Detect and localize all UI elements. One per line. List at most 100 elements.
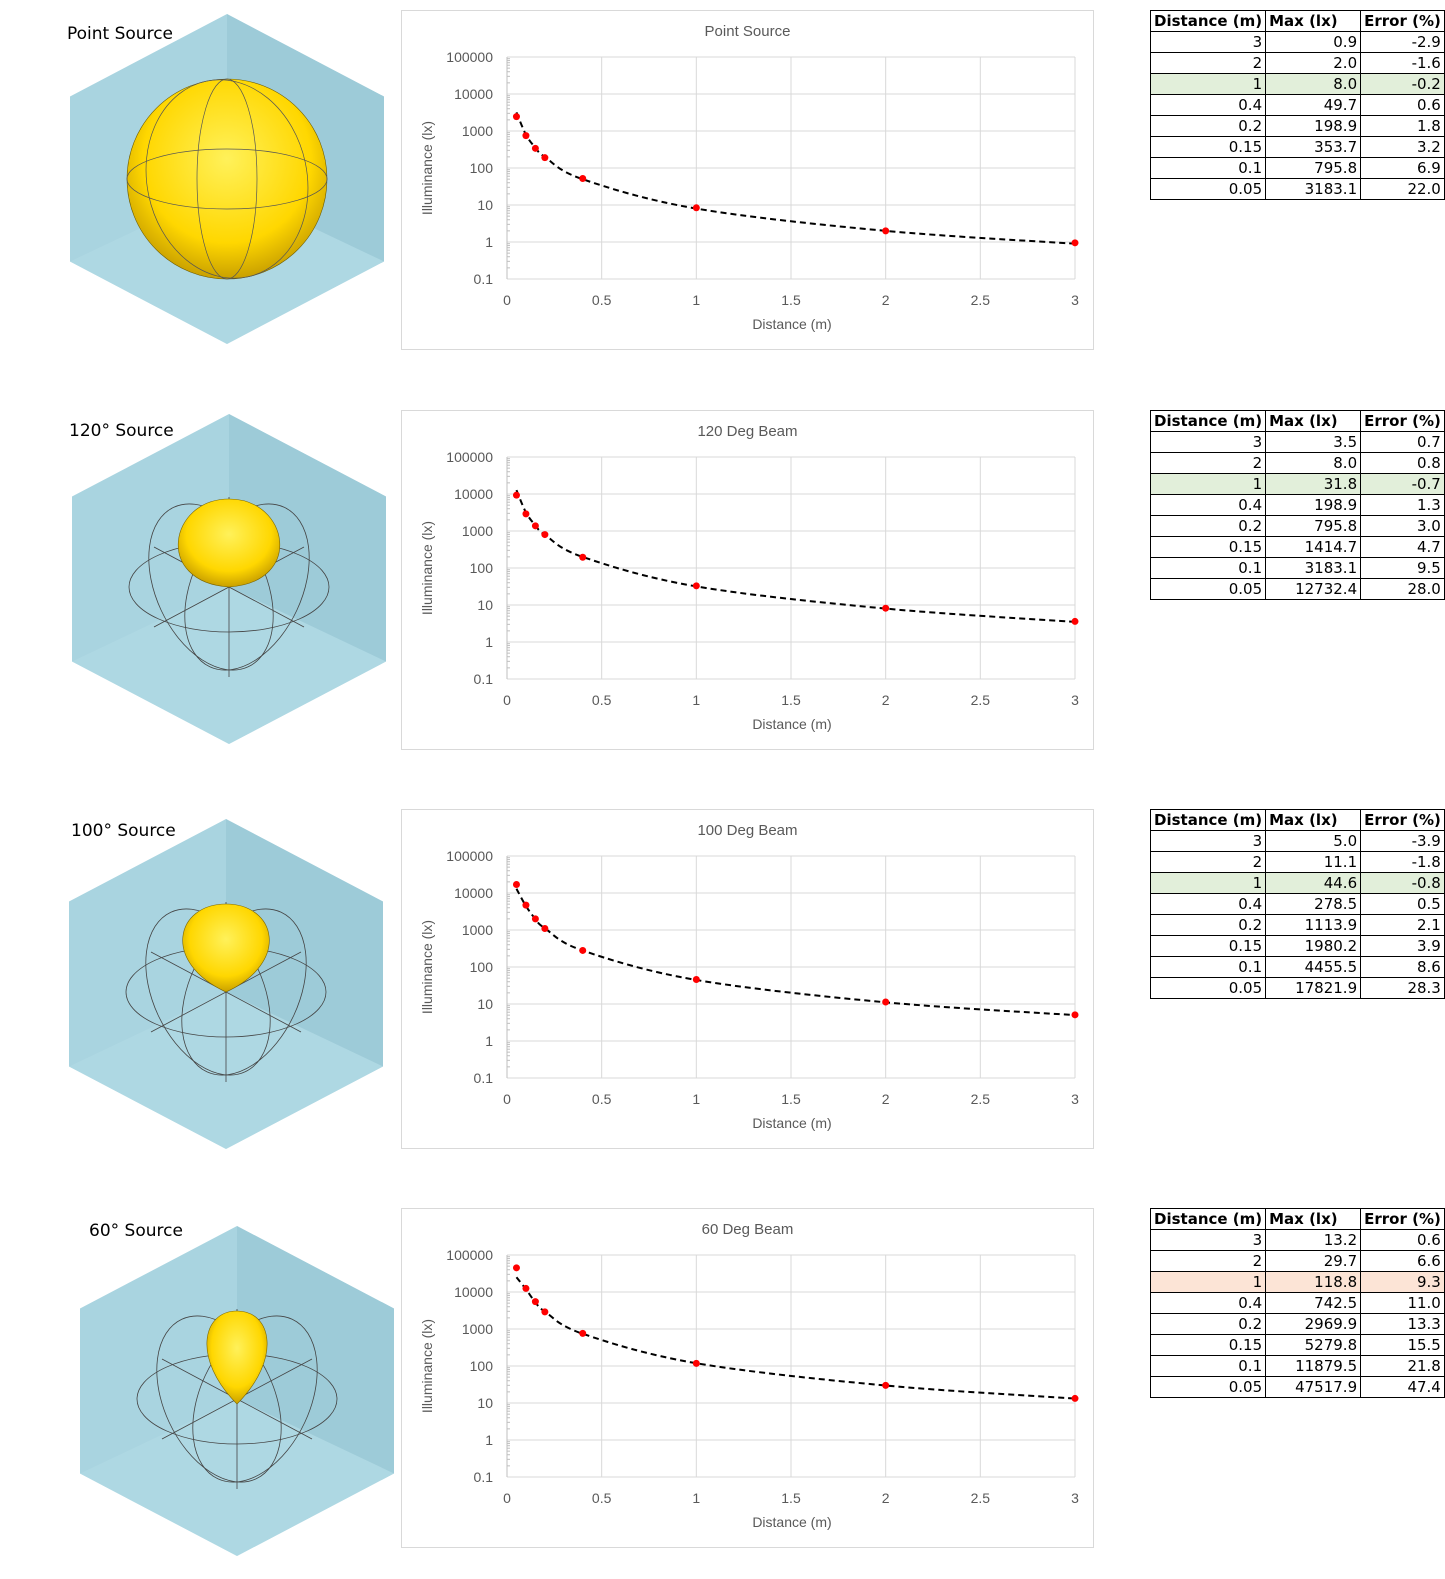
table-row: 1 31.8 -0.7 [1149,473,1445,495]
chart-title: 60 Deg Beam [702,1221,794,1238]
table-cell: 3.9 [1360,935,1445,957]
y-tick-label: 100000 [446,1247,493,1263]
data-point [522,901,530,909]
y-tick-label: 0.1 [474,671,494,687]
table-cell: -1.6 [1360,52,1445,74]
chart-title: 100 Deg Beam [697,822,797,839]
x-tick-label: 0.5 [592,1091,612,1107]
table-cell: -0.7 [1360,473,1445,495]
data-point [541,154,549,162]
table-row: 0.05 12732.4 28.0 [1149,578,1445,600]
results-table: Distance (m) Max (lx) Error (%) 3 0.9 -2.9 2 2.… [1149,10,1445,200]
data-point [692,204,700,212]
x-tick-label: 2 [882,1490,890,1506]
beam-source [177,498,281,588]
table-header-cell: Max (lx) [1265,410,1362,432]
table-header-row: Distance (m) Max (lx) Error (%) [1149,1208,1445,1230]
table-row: 0.15 1414.7 4.7 [1149,536,1445,558]
table-cell: 0.05 [1149,977,1267,999]
source-cube-illustration [70,14,384,344]
table-header-cell: Error (%) [1360,809,1445,831]
table-row: 0.1 11879.5 21.8 [1149,1355,1445,1377]
table-row: 0.15 353.7 3.2 [1149,136,1445,158]
table-cell: 47.4 [1360,1376,1445,1398]
table-cell: 6.6 [1360,1250,1445,1272]
table-cell: 28.0 [1360,578,1445,600]
source-shape [128,497,330,677]
data-point [579,1329,587,1337]
table-cell: 2.0 [1265,52,1362,74]
x-tick-label: 0 [503,1091,511,1107]
x-tick-label: 0 [503,292,511,308]
x-tick-label: 1.5 [781,1490,801,1506]
data-point [692,1359,700,1367]
data-point [522,1284,530,1292]
table-cell: -2.9 [1360,31,1445,53]
trend-line [515,112,1076,245]
x-tick-label: 3 [1071,1490,1079,1506]
beam-source [206,1310,268,1405]
data-point [692,582,700,590]
x-tick-label: 0 [503,1490,511,1506]
table-cell: 5279.8 [1265,1334,1362,1356]
table-cell: 118.8 [1265,1271,1362,1293]
y-tick-label: 1 [485,234,493,250]
x-tick-label: 2.5 [971,292,991,308]
table-cell: 13.2 [1265,1229,1362,1251]
table-row: 1 8.0 -0.2 [1149,73,1445,95]
table-cell: 198.9 [1265,115,1362,137]
polar-ring-a [156,1315,282,1483]
table-cell: 0.05 [1149,1376,1267,1398]
table-cell: 0.8 [1360,452,1445,474]
x-tick-label: 1 [692,1490,700,1506]
table-cell: 0.15 [1149,935,1267,957]
table-cell: -3.9 [1360,830,1445,852]
table-cell: 0.2 [1149,914,1267,936]
table-header-cell: Error (%) [1360,10,1445,32]
chart-panel: 120 Deg Beam 100000 10000 1000 100 10 1 0.1 0 0.5… [401,410,1094,750]
x-axis-label: Distance (m) [752,316,831,332]
table-cell: 49.7 [1265,94,1362,116]
table-cell: 29.7 [1265,1250,1362,1272]
table-row: 1 44.6 -0.8 [1149,872,1445,894]
table-cell: 8.0 [1265,452,1362,474]
table-cell: 0.1 [1149,557,1267,579]
table-row: 2 11.1 -1.8 [1149,851,1445,873]
source-cube-illustration [72,414,386,744]
y-tick-label: 10000 [454,1284,493,1300]
table-cell: 353.7 [1265,136,1362,158]
table-cell: 1113.9 [1265,914,1362,936]
table-cell: -0.2 [1360,73,1445,95]
table-header-row: Distance (m) Max (lx) Error (%) [1149,410,1445,432]
x-tick-label: 3 [1071,692,1079,708]
table-cell: 0.15 [1149,1334,1267,1356]
table-cell: 11.1 [1265,851,1362,873]
y-tick-label: 100000 [446,49,493,65]
table-cell: 0.4 [1149,494,1267,516]
data-point [1071,617,1079,625]
table-cell: 0.6 [1360,1229,1445,1251]
table-cell: 0.4 [1149,94,1267,116]
table-row: 0.4 278.5 0.5 [1149,893,1445,915]
table-cell: -0.8 [1360,872,1445,894]
table-row: 0.1 4455.5 8.6 [1149,956,1445,978]
table-cell: 2 [1149,52,1267,74]
polar-ring-b [192,1315,318,1483]
table-row: 0.05 47517.9 47.4 [1149,1376,1445,1398]
table-cell: 4455.5 [1265,956,1362,978]
source-label: 120° Source [69,421,174,441]
data-point [579,946,587,954]
x-tick-label: 0.5 [592,292,612,308]
chart-title: 120 Deg Beam [697,423,797,440]
table-cell: 0.6 [1360,94,1445,116]
data-point [882,604,890,612]
table-cell: 8.0 [1265,73,1362,95]
cube-face-right [237,1226,394,1474]
table-cell: 2 [1149,452,1267,474]
source-cube-illustration [69,819,383,1149]
y-tick-label: 1 [485,1033,493,1049]
x-tick-label: 3 [1071,1091,1079,1107]
data-point [531,522,539,530]
data-point [1071,239,1079,247]
y-tick-label: 0.1 [474,271,494,287]
